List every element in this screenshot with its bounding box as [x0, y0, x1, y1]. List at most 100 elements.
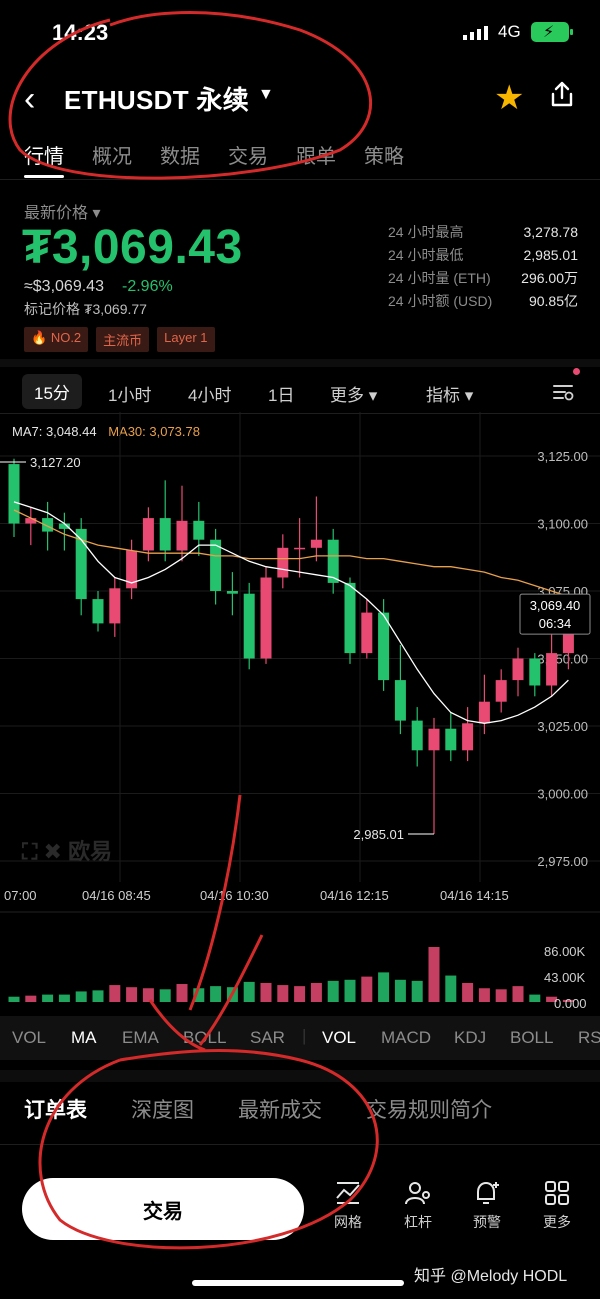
vol-tick: 43.00K	[544, 970, 586, 985]
last-price-label[interactable]: 最新价格 ▾	[24, 205, 101, 222]
divider	[0, 1144, 600, 1145]
back-icon[interactable]: ‹	[24, 80, 36, 118]
volume-bar	[142, 988, 154, 1002]
more-tool[interactable]: 更多	[532, 1180, 582, 1232]
alert-tool-label: 预警	[473, 1214, 501, 1230]
candle-body	[42, 518, 54, 532]
divider	[0, 413, 600, 414]
ma30-line	[13, 509, 569, 598]
interval-1d[interactable]: 1日	[268, 386, 295, 405]
interval-more[interactable]: 更多 ▾	[330, 386, 378, 405]
chevron-down-icon[interactable]: ▼	[258, 86, 274, 103]
home-indicator[interactable]	[192, 1280, 404, 1286]
tab-overview[interactable]: 概况	[92, 146, 132, 168]
candle-body	[378, 612, 390, 681]
tab-data[interactable]: 数据	[160, 146, 200, 168]
interval-15m[interactable]: 15分	[22, 374, 82, 409]
candle-body	[294, 547, 306, 550]
tab-trade-rules[interactable]: 交易规则简介	[366, 1099, 492, 1122]
candle-body	[529, 658, 541, 686]
stat-value: 2,985.01	[523, 247, 579, 263]
volume-bar	[92, 990, 104, 1002]
x-tick: 04/16 08:45	[82, 888, 151, 903]
tab-latest-trades[interactable]: 最新成交	[238, 1099, 322, 1122]
candle-body	[462, 723, 474, 751]
favorite-star-icon[interactable]: ★	[494, 79, 525, 117]
more-tool-label: 更多	[543, 1214, 571, 1230]
candle-body	[512, 658, 524, 681]
bell-icon	[477, 1181, 499, 1204]
share-icon[interactable]	[548, 80, 576, 108]
volume-bar	[462, 982, 474, 1002]
interval-4h[interactable]: 4小时	[188, 386, 232, 405]
section-divider	[0, 1070, 600, 1082]
pair-title[interactable]: ETHUSDT 永续	[64, 85, 249, 115]
volume-bar	[193, 988, 205, 1002]
interval-1h[interactable]: 1小时	[108, 386, 152, 405]
ind-ema[interactable]: EMA	[122, 1028, 159, 1047]
signal-icon	[463, 26, 488, 40]
ind-sub-boll[interactable]: BOLL	[510, 1028, 554, 1047]
leverage-tool[interactable]: 杠杆	[393, 1180, 443, 1232]
vol-tick: 86.00K	[544, 944, 586, 959]
volume-bar	[58, 994, 70, 1002]
tab-copy[interactable]: 跟单	[296, 146, 336, 168]
grid-tool[interactable]: 网格	[323, 1180, 373, 1232]
stat-value: 3,278.78	[523, 224, 579, 240]
volume-bar	[428, 947, 440, 1002]
tab-trade[interactable]: 交易	[228, 146, 268, 168]
stat-value: 296.00万	[521, 270, 578, 286]
ind-macd[interactable]: MACD	[381, 1028, 432, 1047]
mark-price: 标记价格 ₮3,069.77	[24, 301, 147, 317]
alert-tool[interactable]: 预警	[462, 1180, 512, 1232]
category-tag[interactable]: 主流币	[96, 327, 150, 352]
volume-bar	[445, 975, 457, 1002]
candle-body	[8, 464, 20, 524]
chart-settings-icon[interactable]	[552, 382, 574, 402]
y-tick: 3,100.00	[537, 517, 588, 532]
indicator-menu[interactable]: 指标 ▾	[426, 386, 474, 405]
volume-bar	[411, 980, 423, 1002]
candlestick-chart[interactable]: 3,125.003,100.003,075.003,050.003,025.00…	[0, 412, 600, 1012]
ind-rsi[interactable]: RS	[578, 1028, 600, 1047]
countdown-label: 06:34	[539, 616, 572, 631]
volume-bar	[25, 995, 37, 1002]
candle-body	[277, 547, 289, 578]
order-tabs: 订单表 深度图 最新成交 交易规则简介	[24, 1094, 492, 1124]
ind-vol[interactable]: VOL	[12, 1028, 47, 1047]
volume-bar	[378, 972, 390, 1002]
tab-orderbook[interactable]: 订单表	[24, 1099, 87, 1122]
candle-body	[394, 680, 406, 721]
tab-depth[interactable]: 深度图	[131, 1099, 194, 1122]
author-credit: 知乎 @Melody HODL	[414, 1268, 568, 1285]
divider	[0, 179, 600, 180]
rank-tag[interactable]: 🔥 NO.2	[24, 327, 89, 352]
ind-sub-vol[interactable]: VOL	[322, 1028, 357, 1047]
tab-strategy[interactable]: 策略	[364, 146, 404, 168]
candle-body	[126, 550, 138, 589]
trade-button[interactable]: 交易	[22, 1178, 304, 1240]
ind-ma[interactable]: MA	[71, 1028, 97, 1047]
candle-body	[226, 591, 238, 594]
24h-stats: 24 小时最高 3,278.78 24 小时最低 2,985.01 24 小时量 (…	[388, 221, 578, 313]
ind-kdj[interactable]: KDJ	[454, 1028, 487, 1047]
ind-sar[interactable]: SAR	[250, 1028, 285, 1047]
price-change: -2.96%	[122, 278, 173, 295]
indicator-tabs: VOL MA EMA BOLL SAR | VOL MACD KDJ BOLL …	[0, 1016, 600, 1060]
candle-body	[327, 539, 339, 583]
ind-boll[interactable]: BOLL	[183, 1028, 227, 1047]
layer-tag[interactable]: Layer 1	[157, 327, 215, 352]
volume-bar	[394, 979, 406, 1002]
stat-key: 24 小时最低	[388, 247, 464, 263]
candle-body	[92, 599, 104, 624]
stat-key: 24 小时额 (USD)	[388, 293, 493, 309]
volume-bar	[226, 987, 238, 1002]
stat-key: 24 小时最高	[388, 224, 464, 240]
candle-body	[75, 528, 87, 600]
tab-market[interactable]: 行情	[24, 146, 64, 168]
y-tick: 3,050.00	[537, 652, 588, 667]
volume-bar	[159, 989, 171, 1002]
ma7-value: MA7: 3,048.44	[12, 424, 97, 439]
volume-bar	[294, 986, 306, 1002]
volume-bar	[42, 994, 54, 1002]
